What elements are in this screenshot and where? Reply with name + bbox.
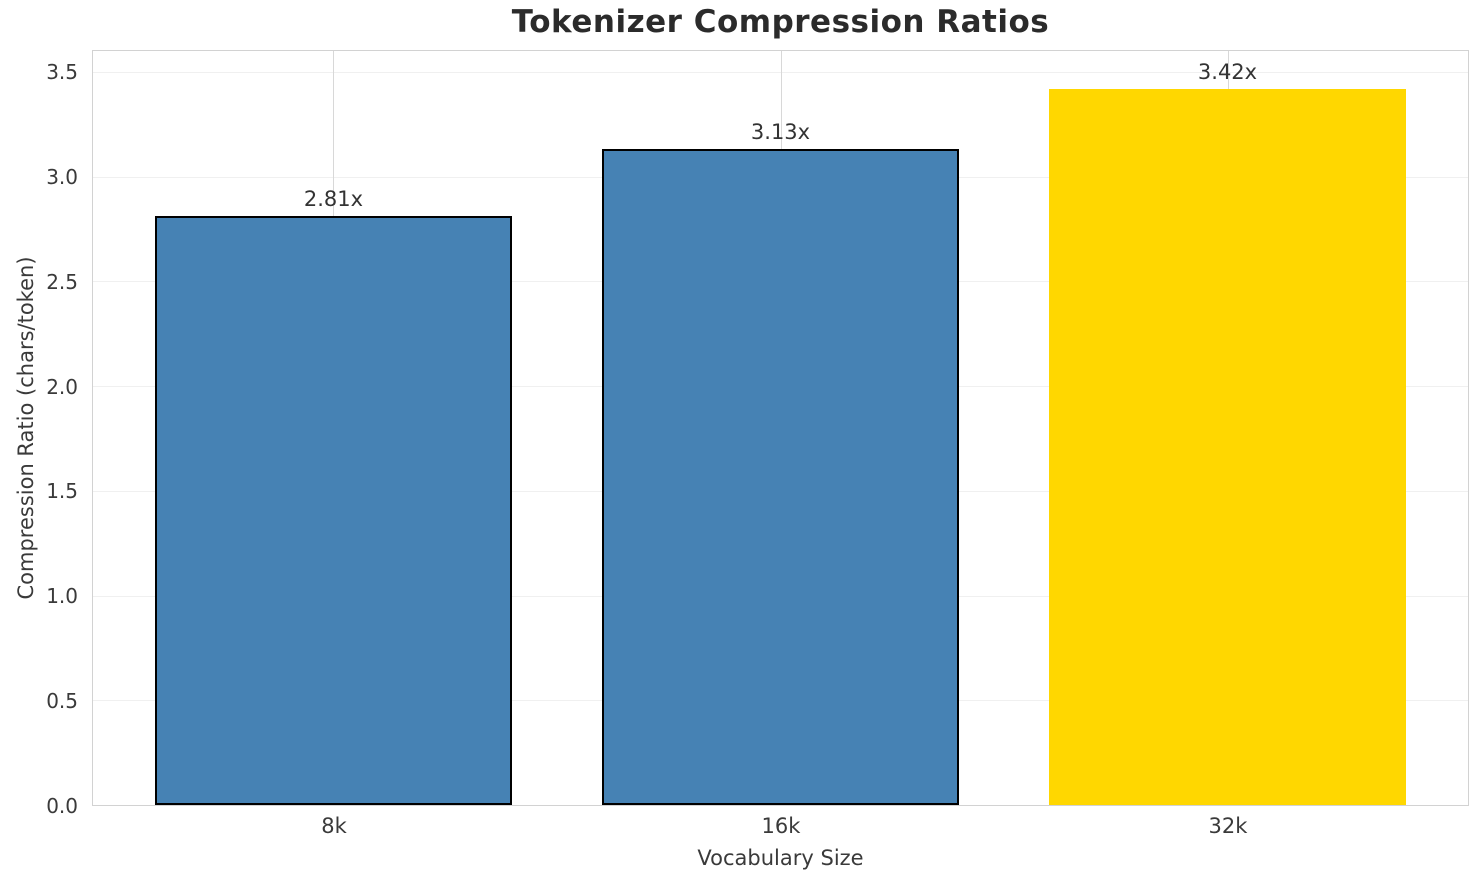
y-tick-label: 0.0 [46,793,78,818]
x-tick-label: 32k [1208,814,1248,838]
y-tick-label: 3.0 [46,165,78,190]
x-tick-label: 16k [761,814,801,838]
y-axis-label: Compression Ratio (chars/token) [14,256,38,600]
y-tick-label: 0.5 [46,688,78,713]
bar-16k [601,149,960,805]
bar-value-label: 3.13x [750,120,811,145]
chart-title: Tokenizer Compression Ratios [511,4,1050,40]
bar-value-label: 3.42x [1197,59,1258,84]
y-tick-label: 2.5 [46,269,78,294]
y-tick-label: 1.0 [46,584,78,609]
y-tick-label: 3.5 [46,60,78,85]
x-axis-label: Vocabulary Size [697,846,864,870]
plot-area: 2.81x 3.13x 3.42x [92,50,1469,806]
y-tick-label: 1.5 [46,479,78,504]
bar-32k [1048,88,1407,805]
bar-8k [154,216,513,805]
bar-value-label: 2.81x [303,187,364,212]
x-tick-label: 8k [321,814,347,838]
y-tick-label: 2.0 [46,374,78,399]
